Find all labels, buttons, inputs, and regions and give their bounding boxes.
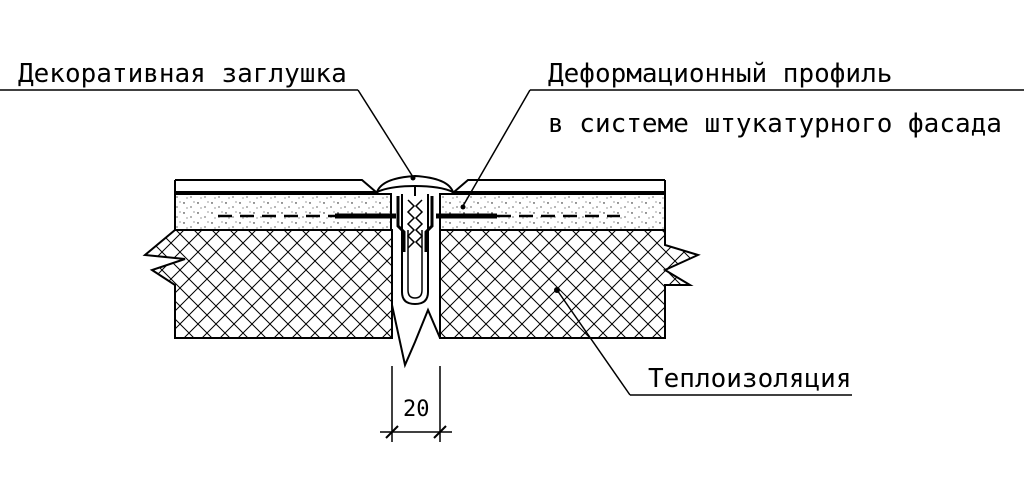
- leader-lines: [0, 89, 1024, 396]
- insulation-label: Теплоизоляция: [648, 364, 852, 394]
- decorative-cap-label: Декоративная заглушка: [18, 59, 347, 89]
- gap-dimension-value: 20: [403, 397, 430, 422]
- expansion-profile: [375, 174, 455, 306]
- gap-dimension: 20: [380, 366, 452, 442]
- right-insulation-block: [439, 229, 701, 339]
- right-plaster-layer: [436, 179, 666, 231]
- profile-label-line2: в системе штукатурного фасада: [548, 109, 1002, 139]
- profile-label-line1: Деформационный профиль: [548, 59, 892, 89]
- joint-gap-break-lines: [391, 304, 441, 369]
- left-plaster-layer: [174, 179, 396, 231]
- left-insulation-block: [142, 229, 393, 339]
- decorative-cap: [375, 174, 455, 194]
